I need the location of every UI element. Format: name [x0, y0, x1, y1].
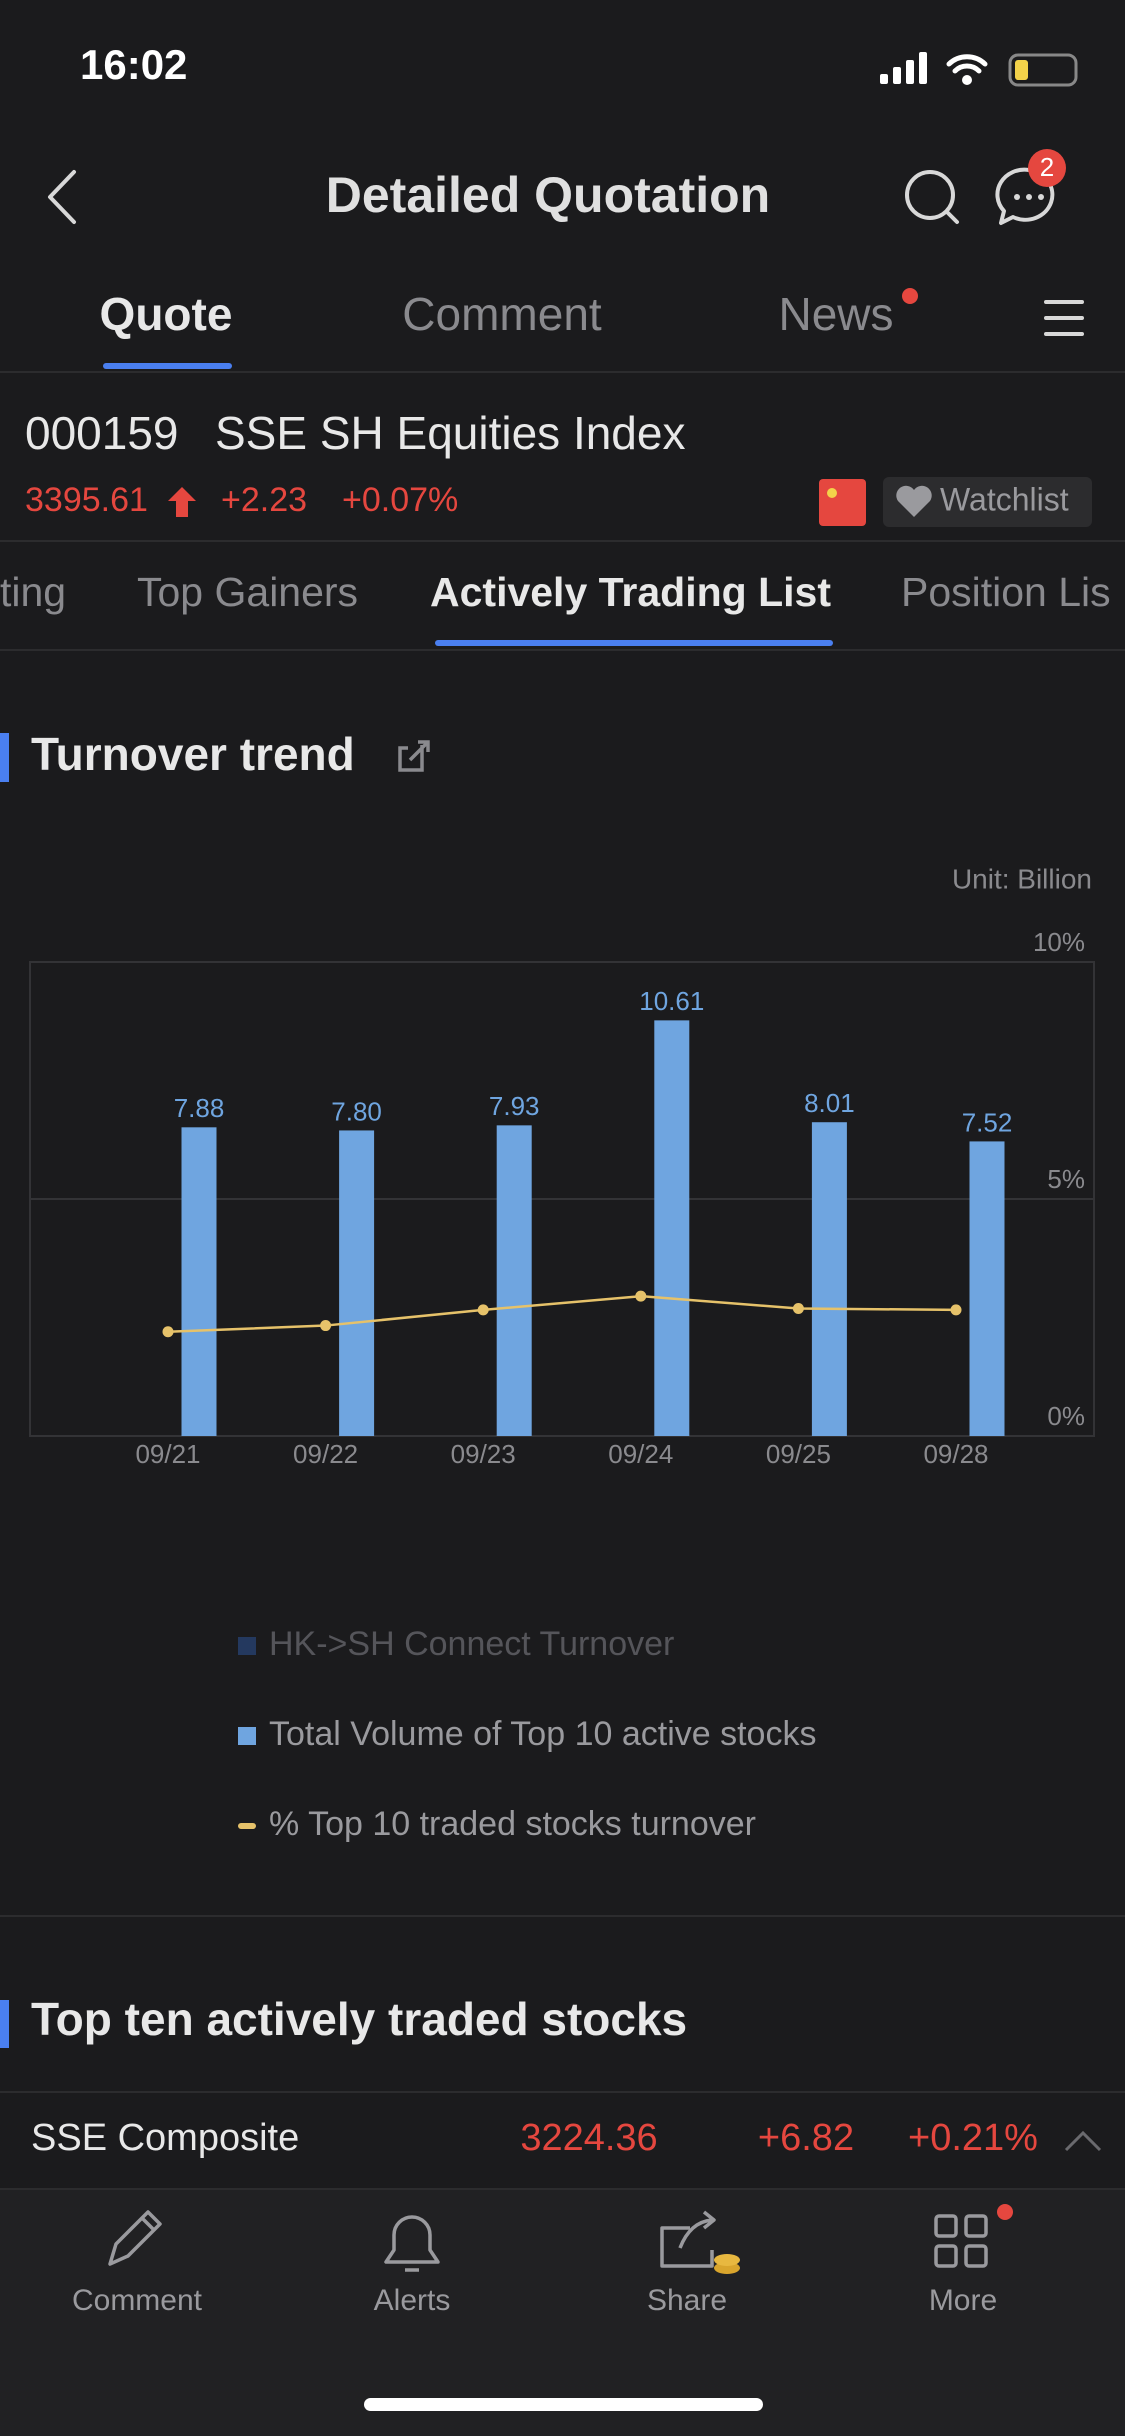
row-change: +6.82	[758, 2117, 854, 2159]
nav-label[interactable]: Share	[647, 2284, 727, 2317]
more-icon[interactable]	[934, 2214, 988, 2268]
wifi	[946, 54, 988, 74]
data-label: 7.93	[489, 1091, 540, 1121]
share-icon[interactable]	[398, 740, 430, 772]
legend-label: HK->SH Connect Turnover	[269, 1625, 674, 1663]
data-label: 8.01	[804, 1088, 855, 1118]
line-point	[320, 1320, 332, 1332]
up-arrow	[168, 487, 196, 517]
signal	[880, 52, 927, 84]
unit-label: Unit: Billion	[952, 863, 1092, 894]
section-title: Turnover trend	[31, 728, 355, 780]
home-indicator	[364, 2398, 763, 2411]
watchlist-label: Watchlist	[940, 481, 1069, 517]
battery-level	[1015, 60, 1028, 80]
divider	[0, 371, 1125, 373]
change-pct: +0.07%	[342, 481, 458, 519]
y2-tick-label: 5%	[1047, 1164, 1085, 1194]
nav-label[interactable]: More	[929, 2284, 997, 2317]
share-nav-icon[interactable]	[660, 2210, 716, 2268]
legend-label: % Top 10 traded stocks turnover	[269, 1805, 756, 1843]
tab[interactable]: Comment	[402, 288, 602, 340]
flag	[819, 479, 866, 526]
alerts-icon[interactable]	[384, 2215, 440, 2272]
time: 16:02	[80, 41, 187, 88]
legend-swatch	[238, 1637, 256, 1655]
comment-icon[interactable]	[108, 2210, 162, 2266]
stock-name: SSE SH Equities Index	[215, 407, 685, 459]
legend-swatch	[238, 1727, 256, 1745]
row-price: 3224.36	[520, 2117, 657, 2159]
wifi-dot	[962, 75, 972, 85]
page-title: Detailed Quotation	[326, 167, 770, 223]
row-change-pct: +0.21%	[908, 2117, 1038, 2159]
legend-swatch	[238, 1823, 256, 1829]
subtab[interactable]: Actively Trading List	[430, 569, 831, 615]
divider	[0, 2188, 1125, 2190]
section-accent	[0, 733, 9, 782]
y2-tick-label: 10%	[1033, 927, 1085, 957]
data-label: 7.88	[174, 1093, 225, 1123]
section-title: Top ten actively traded stocks	[31, 1993, 687, 2045]
menu-button[interactable]	[1044, 300, 1084, 336]
nav-label[interactable]: Alerts	[374, 2284, 451, 2317]
section-accent	[0, 2000, 9, 2048]
badge-count: 2	[1040, 152, 1054, 182]
collapse-button[interactable]	[1064, 2130, 1102, 2152]
divider	[0, 649, 1125, 651]
bar	[654, 1020, 690, 1436]
badge	[1028, 149, 1066, 187]
heart	[896, 485, 932, 517]
bar	[181, 1127, 217, 1436]
line	[167, 1294, 957, 1333]
change: +2.23	[221, 481, 307, 519]
tab[interactable]: News	[778, 288, 893, 340]
news-dot	[902, 288, 918, 304]
tab[interactable]: Quote	[100, 288, 233, 340]
chart: 0% 5% 10% 09/21 09/22 09/23 09/24 09/25 09/28 7.8…	[29, 927, 1095, 1843]
subtab[interactable]: Position Lis	[901, 569, 1111, 615]
data-label: 7.80	[331, 1096, 382, 1126]
line-point	[162, 1326, 174, 1338]
subtab[interactable]: ting	[0, 569, 66, 615]
nav-label[interactable]: Comment	[72, 2284, 203, 2317]
more-dot	[997, 2204, 1013, 2220]
bar	[339, 1130, 375, 1436]
stock-code: 000159	[25, 407, 179, 459]
bar	[969, 1141, 1005, 1436]
x-tick-label: 09/28	[923, 1439, 988, 1469]
y2-tick-label: 0%	[1047, 1401, 1085, 1431]
bar	[496, 1125, 532, 1436]
search-button[interactable]	[905, 170, 959, 224]
coins	[714, 2254, 740, 2266]
row-name[interactable]: SSE Composite	[31, 2117, 299, 2159]
bar	[811, 1122, 847, 1436]
legend-label: Total Volume of Top 10 active stocks	[269, 1715, 816, 1753]
x-tick-label: 09/21	[135, 1439, 200, 1469]
x-tick-label: 09/24	[608, 1439, 673, 1469]
flag-star	[827, 488, 837, 498]
x-tick-label: 09/23	[451, 1439, 516, 1469]
line-point	[950, 1304, 962, 1316]
subtab-indicator	[435, 640, 833, 646]
data-label: 10.61	[639, 986, 704, 1016]
tab-indicator	[103, 363, 232, 369]
line-point	[635, 1290, 647, 1302]
x-tick-label: 09/25	[766, 1439, 831, 1469]
watchlist-button[interactable]	[883, 477, 1092, 527]
x-tick-label: 09/22	[293, 1439, 358, 1469]
back-button[interactable]	[48, 170, 76, 224]
divider	[0, 540, 1125, 542]
line-point	[792, 1302, 804, 1314]
line-point	[477, 1304, 489, 1316]
battery	[1008, 53, 1078, 87]
divider	[0, 2091, 1125, 2093]
data-label: 7.52	[962, 1107, 1013, 1137]
divider	[0, 1915, 1125, 1917]
subtab[interactable]: Top Gainers	[137, 569, 358, 615]
price: 3395.61	[25, 481, 148, 519]
